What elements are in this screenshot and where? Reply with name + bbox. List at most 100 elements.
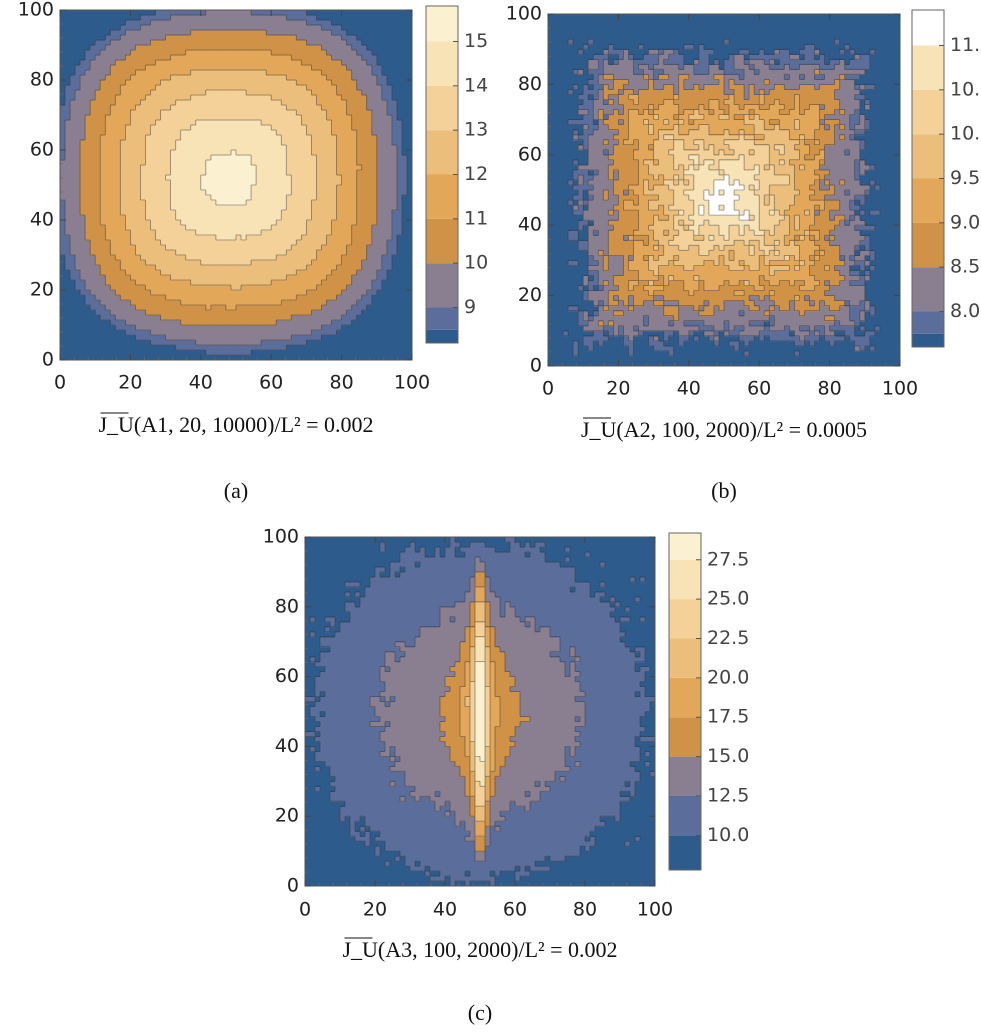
colorbar-segment (426, 174, 458, 219)
contour-cell (371, 245, 378, 251)
contour-cell (185, 105, 192, 111)
contour-cell (100, 65, 106, 71)
contour-cell (150, 200, 157, 206)
contour-cell (170, 25, 177, 31)
contour-cell (115, 265, 121, 271)
contour-cell (341, 250, 348, 256)
contour-cell (351, 55, 358, 61)
contour-cell (326, 115, 333, 121)
contour-cell (286, 185, 292, 191)
contour-cell (261, 105, 267, 111)
contour-cell (130, 190, 137, 196)
contour-cell (60, 205, 66, 211)
contour-cell (306, 55, 313, 61)
contour-cell (200, 40, 207, 46)
contour-cell (391, 45, 398, 51)
contour-cell (386, 325, 393, 331)
contour-cell (220, 305, 227, 311)
contour-cell (401, 185, 408, 191)
contour-cell (241, 290, 247, 296)
contour-cell (321, 325, 328, 331)
contour-cell (105, 55, 111, 61)
contour-cell (391, 165, 398, 171)
contour-cell (391, 290, 398, 296)
contour-cell (281, 120, 287, 126)
contour-cell (75, 65, 81, 71)
contour-cell (160, 175, 167, 181)
contour-cell (230, 225, 237, 231)
contour-cell (311, 105, 318, 111)
contour-cell (185, 75, 192, 81)
contour-cell (236, 100, 242, 106)
contour-cell (190, 345, 197, 351)
contour-cell (376, 300, 383, 306)
contour-cell (90, 155, 96, 161)
contour-cell (321, 175, 328, 181)
contour-cell (366, 50, 373, 56)
contour-cell (100, 290, 106, 296)
contour-cell (376, 15, 383, 21)
contour-cell (376, 165, 383, 171)
contour-cell (386, 300, 393, 306)
contour-cell (351, 120, 358, 126)
contour-cell (105, 330, 111, 336)
contour-cell (301, 35, 307, 41)
contour-cell (85, 75, 91, 81)
contour-cell (225, 100, 232, 106)
contour-cell (356, 55, 363, 61)
contour-cell (120, 50, 126, 56)
contour-cell (60, 350, 66, 356)
contour-cell (105, 100, 111, 106)
contour-cell (215, 315, 222, 321)
contour-cell (396, 160, 403, 166)
contour-cell (261, 330, 267, 336)
contour-cell (185, 300, 192, 306)
contour-cell (145, 190, 152, 196)
contour-cell (256, 80, 262, 86)
contour-cell (246, 330, 252, 336)
contour-cell (381, 245, 388, 251)
contour-cell (261, 230, 267, 236)
contour-cell (190, 315, 197, 321)
contour-cell (376, 35, 383, 41)
contour-cell (381, 55, 388, 61)
contour-cell (90, 340, 96, 346)
contour-cell (386, 290, 393, 296)
contour-cell (225, 340, 232, 346)
contour-cell (351, 290, 358, 296)
contour-cell (276, 150, 282, 156)
contour-cell (381, 70, 388, 76)
contour-cell (241, 235, 247, 241)
contour-cell (215, 355, 222, 361)
contour-cell (195, 135, 202, 141)
contour-cell (140, 145, 147, 151)
contour-cell (90, 45, 96, 51)
contour-cell (160, 140, 167, 146)
contour-cell (170, 310, 177, 316)
contour-cell (110, 85, 116, 91)
contour-cell (100, 85, 106, 91)
contour-cell (145, 250, 152, 256)
contour-cell (135, 260, 142, 266)
contour-cell (195, 60, 202, 66)
contour-cell (220, 275, 227, 281)
contour-cell (276, 355, 282, 361)
contour-cell (331, 140, 338, 146)
contour-cell (306, 340, 313, 346)
contour-cell (100, 30, 106, 36)
contour-cell (381, 140, 388, 146)
contour-cell (130, 175, 137, 181)
contour-cell (110, 215, 116, 221)
contour-cell (371, 115, 378, 121)
contour-cell (366, 65, 373, 71)
contour-cell (100, 125, 106, 131)
contour-cell (145, 60, 152, 66)
contour-cell (241, 330, 247, 336)
contour-cell (346, 340, 353, 346)
contour-cell (351, 350, 358, 356)
contour-cell (115, 285, 121, 291)
contour-cell (120, 15, 126, 21)
contour-cell (331, 175, 338, 181)
contour-cell (366, 25, 373, 31)
contour-cell (391, 15, 398, 21)
